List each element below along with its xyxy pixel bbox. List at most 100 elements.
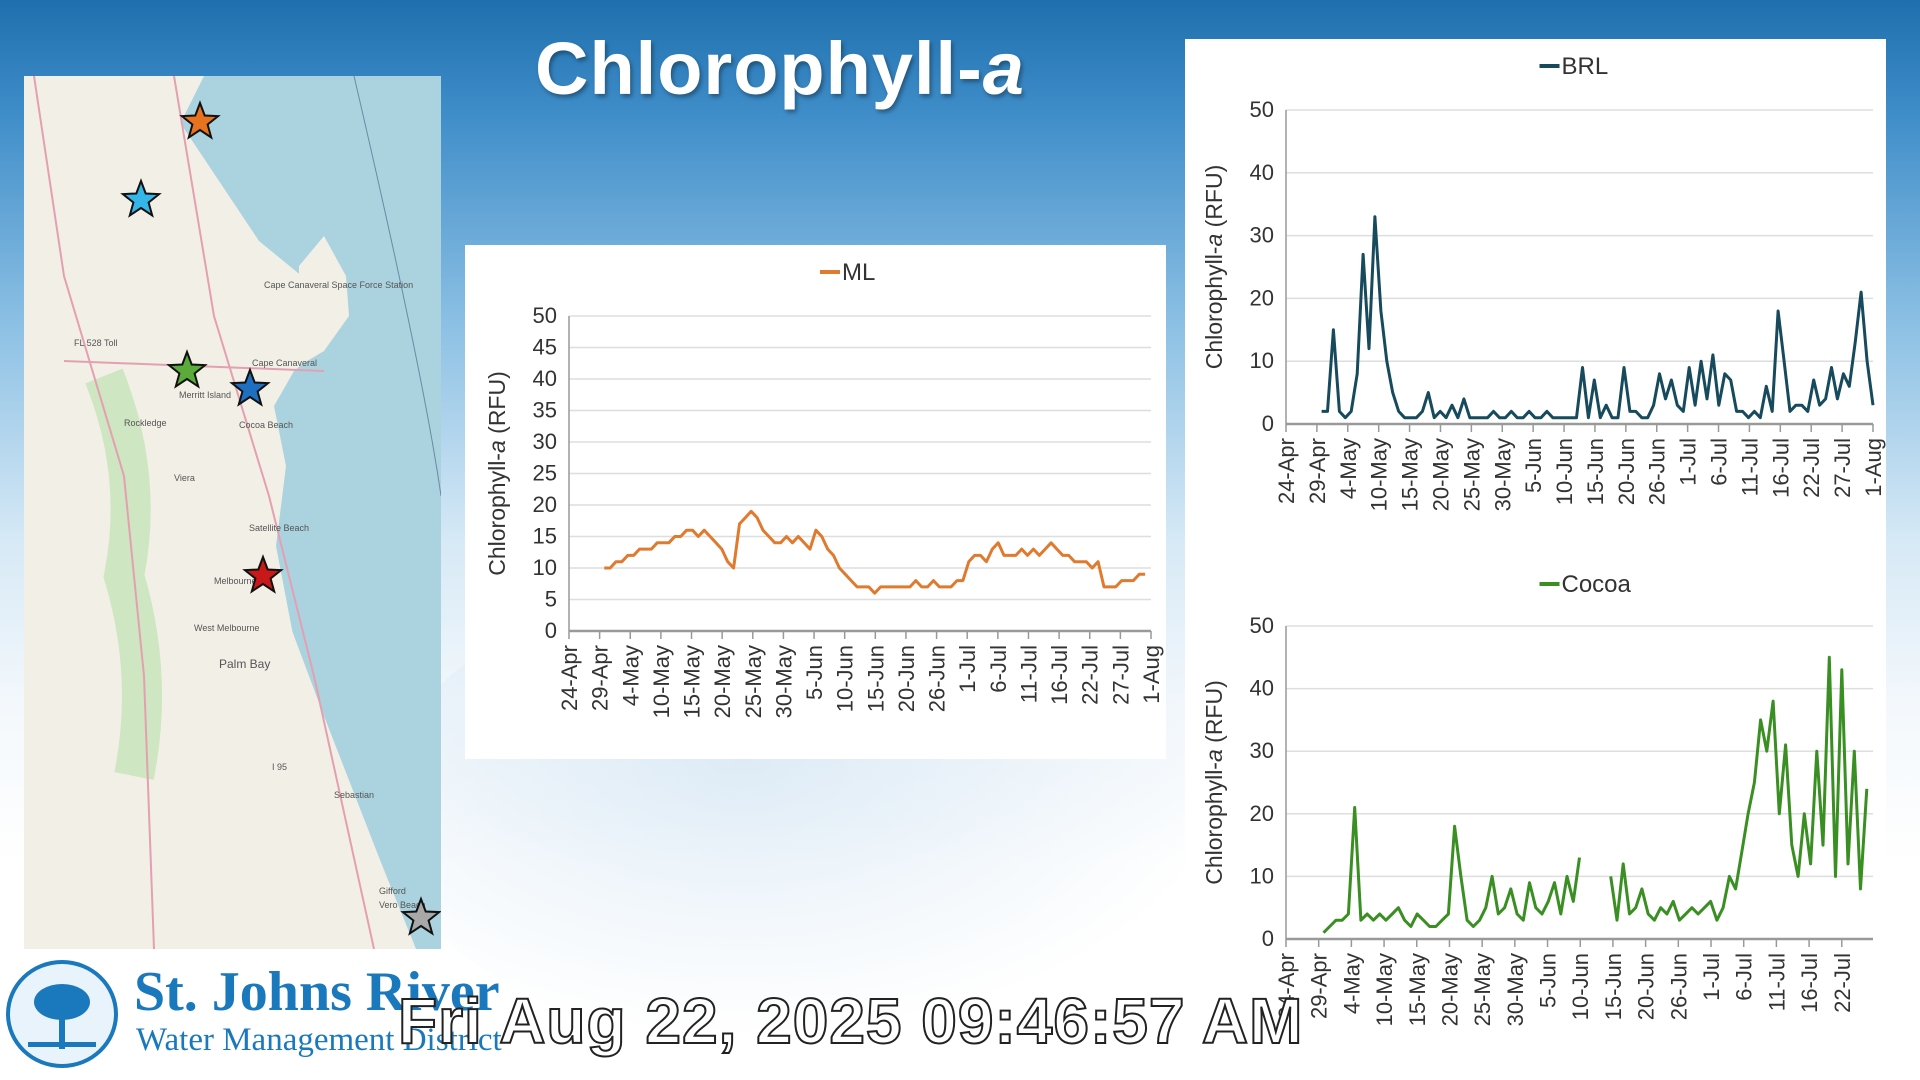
map-label: Cape Canaveral Space Force Station [264, 280, 413, 290]
y-axis-label: Chlorophyll-a (RFU) [1201, 680, 1227, 885]
legend-label: ML [842, 259, 875, 286]
station-star-icon [120, 178, 162, 218]
station-star-icon [229, 367, 271, 407]
map-label: Melbourne [214, 576, 257, 586]
map-label: Satellite Beach [249, 523, 309, 533]
x-tick-label: 6-Jul [986, 645, 1011, 693]
x-tick-label: 6-Jul [1732, 953, 1757, 1001]
x-tick-label: 22-Jul [1830, 953, 1855, 1013]
y-tick-label: 50 [533, 303, 557, 328]
x-tick-label: 24-Apr [1274, 438, 1299, 504]
x-tick-label: 10-Jun [1552, 438, 1577, 505]
station-star-icon [400, 896, 441, 936]
station-star-icon [179, 100, 221, 140]
series-line-cocoa [1609, 655, 1869, 922]
map-label: Merritt Island [179, 390, 231, 400]
x-tick-label: 15-May [1405, 953, 1430, 1026]
x-tick-label: 4-May [1336, 438, 1361, 499]
map-label: Palm Bay [219, 657, 270, 671]
timestamp-overlay: Fri Aug 22, 2025 09:46:57 AM [397, 984, 1304, 1058]
x-tick-label: 15-May [680, 645, 705, 718]
ml-chart-panel: 0 5 10 15 20 25 30 35 40 45 50 24-Apr 29-Apr 4-May 10-… [465, 245, 1166, 759]
series-line-cocoa [1322, 806, 1581, 934]
series-line-brl [1321, 215, 1875, 420]
x-tick-label: 22-Jul [1078, 645, 1103, 705]
x-tick-label: 30-May [1503, 953, 1528, 1026]
x-tick-label: 10-May [649, 645, 674, 718]
y-tick-label: 35 [533, 398, 557, 423]
x-tick-label: 20-Jun [1614, 438, 1639, 505]
x-tick-label: 27-Jul [1830, 438, 1855, 498]
x-tick-label: 11-Jul [1764, 953, 1789, 1011]
map-label: Rockledge [124, 418, 167, 428]
brl-chart: 0 10 20 30 40 50 24-Apr 29-Apr 4-May 10-May 15-May… [1201, 53, 1886, 511]
x-tick-label: 20-May [1437, 953, 1462, 1026]
x-tick-label: 1-Jul [955, 645, 980, 693]
sjrwmd-logo: St. Johns River Water Management Distric… [6, 960, 596, 1068]
x-tick-label: 25-May [1470, 953, 1495, 1026]
x-tick-label: 5-Jun [1536, 953, 1561, 1008]
y-tick-label: 40 [533, 366, 557, 391]
x-tick-label: 20-Jun [894, 645, 919, 712]
x-tick-label: 22-Jul [1799, 438, 1824, 498]
map-label: West Melbourne [194, 623, 259, 633]
map-label: Sebastian [334, 790, 374, 800]
y-tick-label: 0 [1262, 411, 1274, 436]
y-axis-label: Chlorophyll-a (RFU) [1201, 165, 1227, 370]
y-tick-label: 30 [1250, 223, 1274, 248]
map-label: FL 528 Toll [74, 338, 118, 348]
x-tick-label: 15-May [1398, 438, 1423, 511]
y-tick-label: 50 [1250, 613, 1274, 638]
map-label: Gifford [379, 886, 406, 896]
y-tick-label: 20 [1250, 801, 1274, 826]
y-tick-label: 20 [1250, 285, 1274, 310]
x-tick-label: 25-May [741, 645, 766, 718]
station-star-icon [166, 349, 208, 389]
x-tick-label: 20-Jun [1634, 953, 1659, 1020]
x-tick-label: 26-Jun [1666, 953, 1691, 1020]
x-tick-label: 20-May [710, 645, 735, 718]
y-tick-label: 10 [1250, 863, 1274, 888]
x-tick-label: 4-May [618, 645, 643, 706]
y-axis-label: Chlorophyll-a (RFU) [484, 371, 510, 576]
y-tick-label: 10 [533, 555, 557, 580]
y-tick-label: 50 [1250, 97, 1274, 122]
x-tick-label: 16-Jul [1768, 438, 1793, 498]
station-map: Cape Canaveral Space Force Station FL 52… [24, 76, 441, 949]
slide-title: Chlorophyll-a [535, 27, 1025, 110]
x-tick-label: 30-May [1490, 438, 1515, 511]
y-tick-label: 20 [533, 492, 557, 517]
x-tick-label: 1-Jul [1699, 953, 1724, 1001]
x-tick-label: 15-Jun [863, 645, 888, 712]
x-tick-label: 27-Jul [1108, 645, 1133, 705]
x-tick-label: 10-Jun [833, 645, 858, 712]
y-tick-label: 45 [533, 335, 557, 360]
x-tick-label: 16-Jul [1047, 645, 1072, 705]
map-label: I 95 [272, 762, 287, 772]
x-tick-label: 10-May [1367, 438, 1392, 511]
x-tick-label: 29-Apr [1305, 438, 1330, 504]
y-tick-label: 30 [1250, 738, 1274, 763]
x-tick-label: 29-Apr [1307, 953, 1332, 1019]
x-tick-label: 5-Jun [802, 645, 827, 700]
map-labels: Cape Canaveral Space Force Station FL 52… [74, 280, 426, 910]
y-tick-label: 40 [1250, 676, 1274, 701]
x-tick-label: 26-Jun [925, 645, 950, 712]
x-tick-label: 5-Jun [1521, 438, 1546, 493]
x-tick-label: 26-Jun [1645, 438, 1670, 505]
seal-logo-icon [6, 960, 118, 1068]
legend-label: Cocoa [1562, 571, 1632, 598]
x-tick-label: 1-Jul [1676, 438, 1701, 486]
cocoa-chart: 0 10 20 30 40 50 24-Apr 29-Apr 4-May 10-May 15-May… [1201, 571, 1873, 1026]
station-star-icon [242, 554, 284, 594]
x-tick-label: 11-Jul [1737, 438, 1762, 496]
logo-subtitle: Water Management District [136, 1022, 502, 1058]
x-tick-label: 10-Jun [1568, 953, 1593, 1020]
y-tick-label: 25 [533, 461, 557, 486]
x-tick-label: 6-Jul [1707, 438, 1732, 486]
x-tick-label: 10-May [1372, 953, 1397, 1026]
y-tick-label: 10 [1250, 348, 1274, 373]
station-markers [120, 100, 441, 936]
series-line-ml [604, 509, 1146, 595]
y-tick-label: 40 [1250, 160, 1274, 185]
